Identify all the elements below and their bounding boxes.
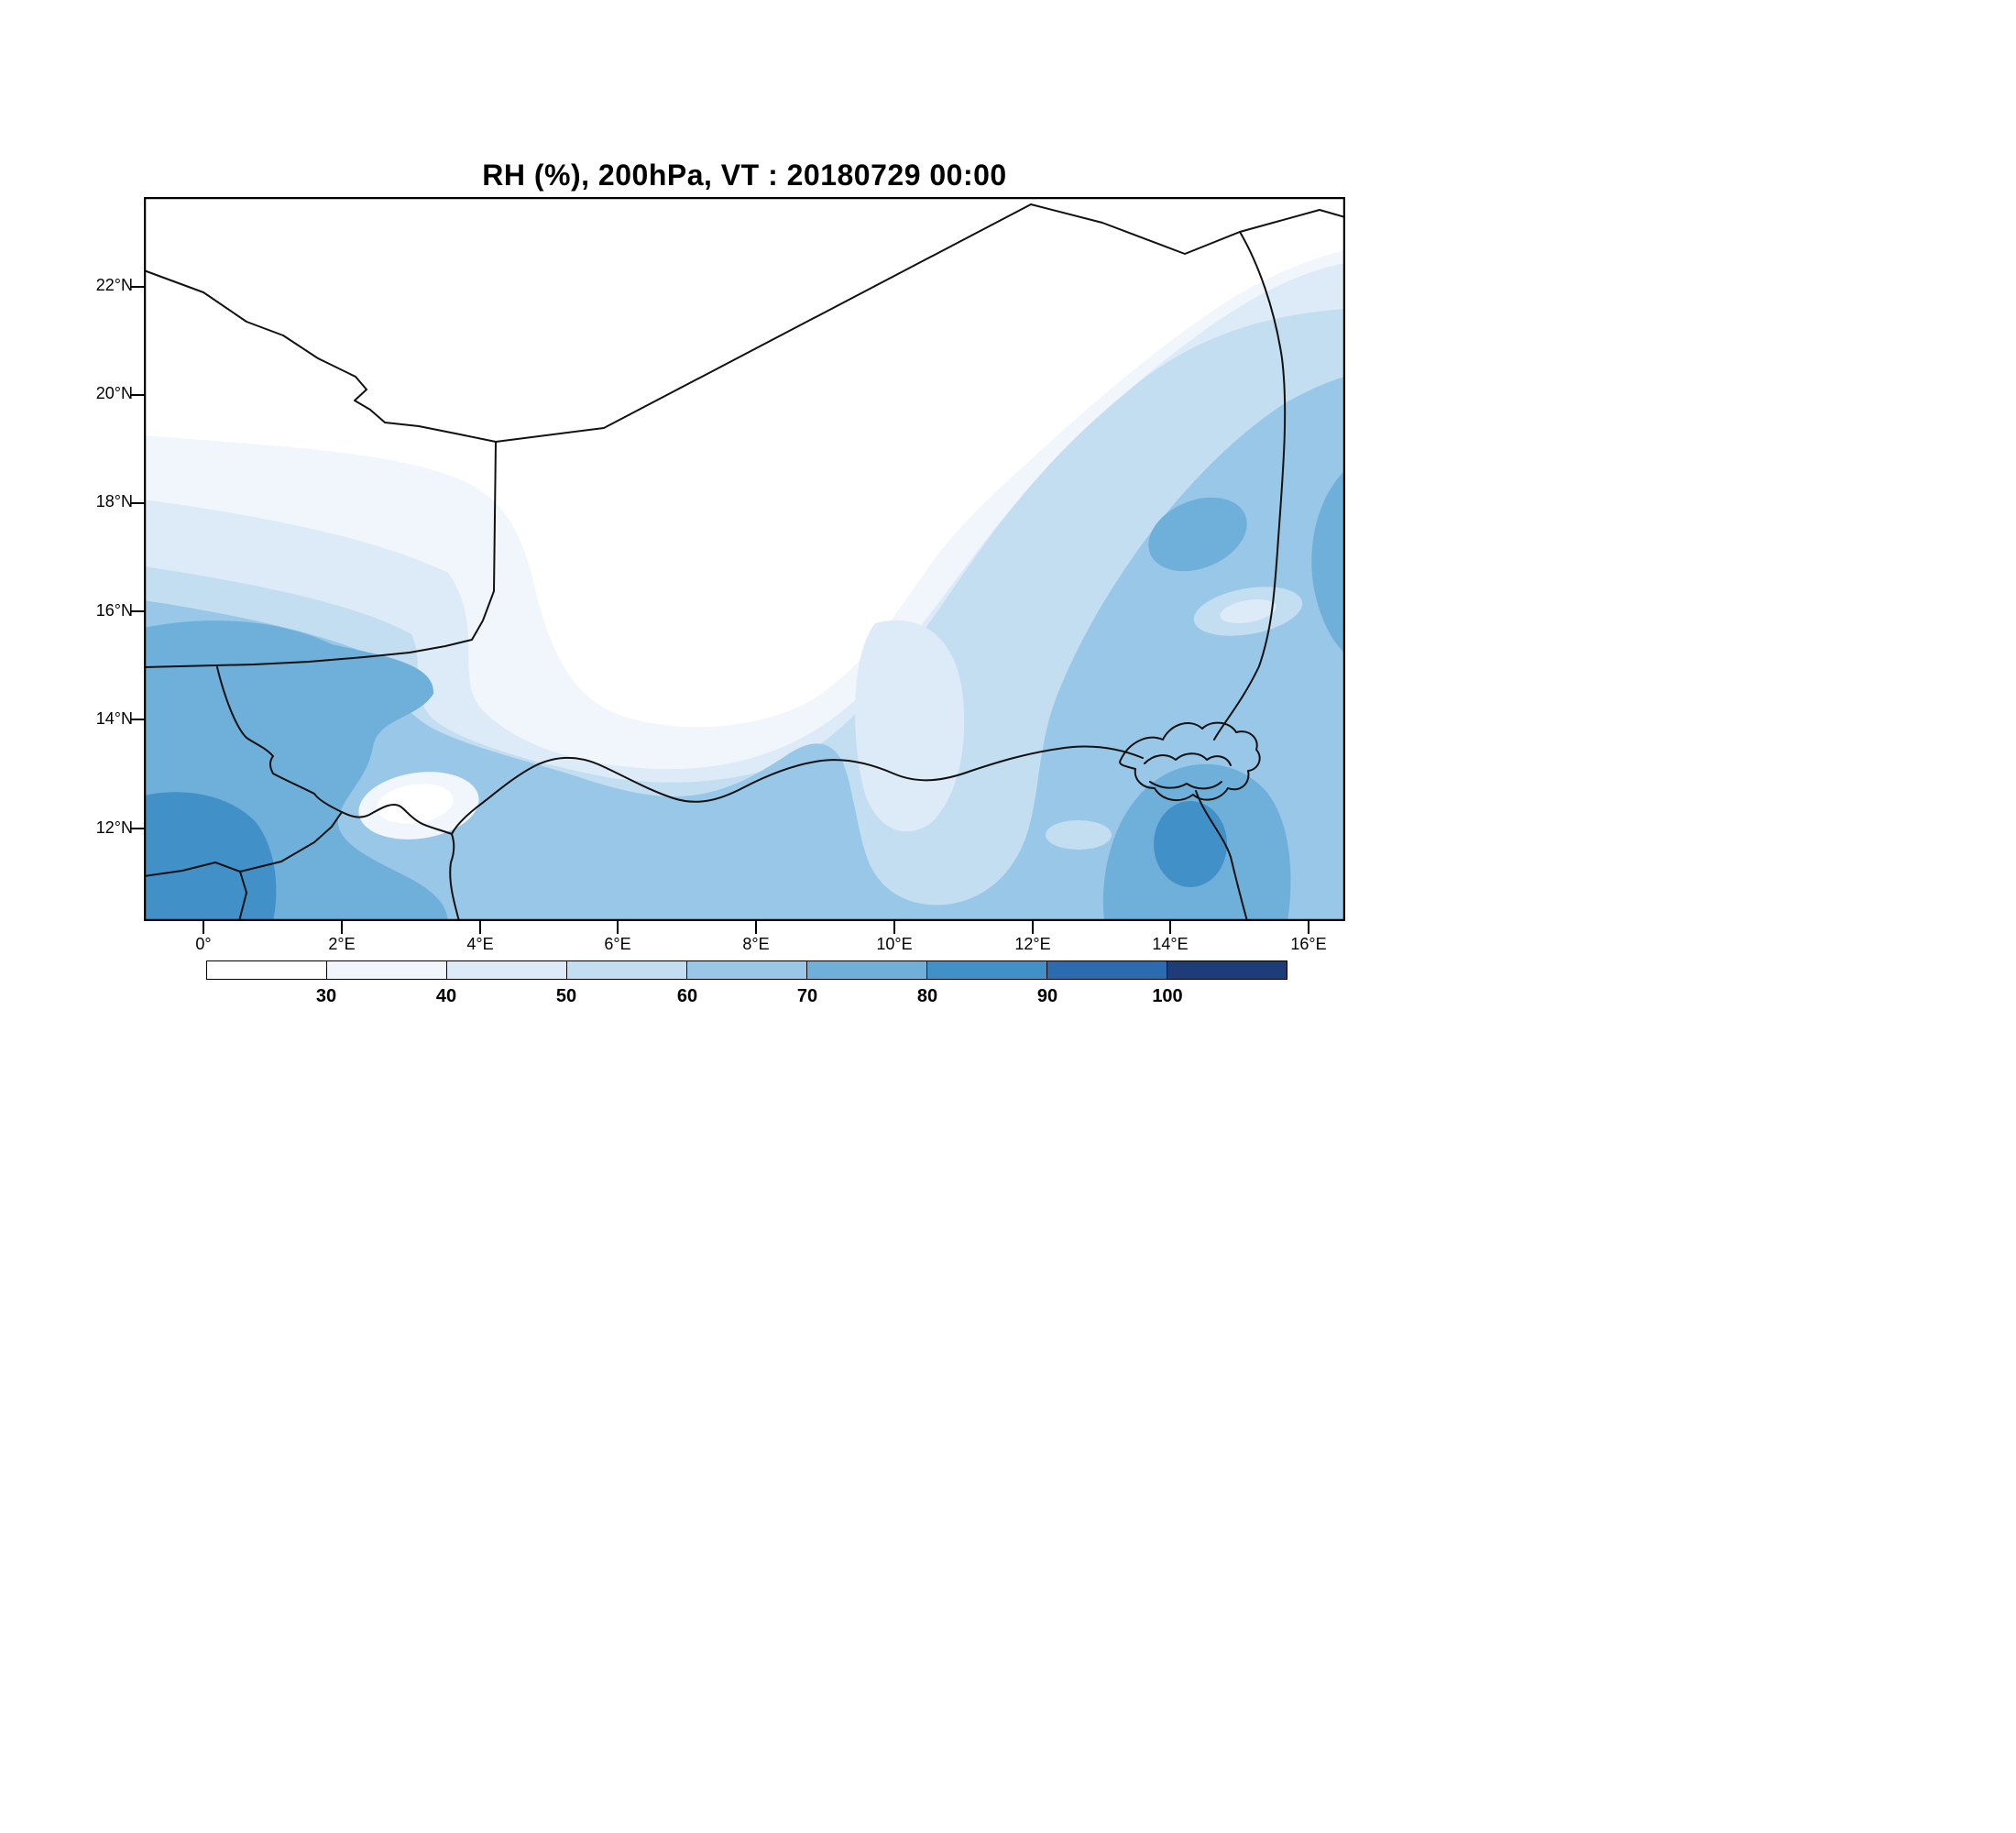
y-tick-14n [130, 719, 144, 720]
colorbar-segment-90-100 [1046, 961, 1167, 979]
colorbar-label: 80 [916, 986, 938, 1006]
y-tick-20n [130, 394, 144, 396]
country-borders [144, 203, 1345, 921]
colorbar-segment-50-60 [566, 961, 686, 979]
border-chad-cameroon [1195, 790, 1248, 921]
y-axis-label: 14°N [95, 709, 133, 728]
rh-field-dry-hole [377, 784, 454, 824]
rh-field-level-80-90-southwest-core [144, 792, 277, 921]
rh-field-dry-under-30 [144, 197, 1345, 728]
border-burkina-benin [239, 811, 343, 873]
colorbar-segment-over-100 [1167, 961, 1287, 979]
border-burkina-togo-ghana [144, 862, 247, 921]
colorbar-label: 60 [676, 986, 698, 1006]
x-tick-16e [1308, 921, 1309, 934]
x-axis-label: 10°E [876, 935, 913, 953]
border-algeria-niger [495, 203, 1032, 443]
border-niger-nigeria [451, 745, 1144, 835]
plot-title: RH (%), 200hPa, VT : 20180729 00:00 [482, 159, 1007, 192]
map-area [144, 197, 1345, 921]
rh-field-level-80-90-southeast-core [1154, 801, 1227, 887]
y-axis-label: 18°N [95, 492, 133, 510]
border-libya-niger [1030, 203, 1241, 255]
colorbar-label: 30 [315, 986, 337, 1006]
x-tick-2e [341, 921, 343, 934]
x-axis-label: 14°E [1152, 935, 1189, 953]
x-tick-14e [1169, 921, 1171, 934]
x-tick-12e [1032, 921, 1034, 934]
rh-field-light-pocket-south [1046, 820, 1112, 850]
colorbar-label: 40 [435, 986, 457, 1006]
rh-field-level-70-80-northeast-spot [1148, 497, 1247, 572]
colorbar-segment-80-90 [926, 961, 1046, 979]
colorbar-label: 90 [1036, 986, 1058, 1006]
lake-chad-inner-shore-south [1149, 781, 1222, 790]
colorbar-segment-40-50 [446, 961, 566, 979]
colorbar-label: 50 [555, 986, 577, 1006]
y-axis-label: 12°N [95, 818, 133, 837]
border-niger-benin-burkina [216, 666, 453, 835]
lake-chad-inner-shore-north [1144, 752, 1232, 766]
colorbar-label: 100 [1152, 986, 1183, 1006]
colorbar-segment-30-40 [326, 961, 446, 979]
x-axis-label: 8°E [742, 935, 770, 953]
y-axis-label: 20°N [95, 384, 133, 402]
border-libya-chad [1239, 209, 1345, 233]
x-tick-6e [617, 921, 619, 934]
border-benin-nigeria [449, 833, 460, 921]
y-tick-12n [130, 828, 144, 829]
x-axis-label: 6°E [604, 935, 631, 953]
border-algeria-mali [144, 269, 497, 443]
map-frame [144, 197, 1345, 921]
colorbar-segment-under-30 [207, 961, 326, 979]
x-tick-4e [479, 921, 481, 934]
x-axis-label: 4°E [466, 935, 494, 953]
lake-chad-outline [1119, 721, 1261, 802]
x-tick-0e [203, 921, 204, 934]
x-tick-8e [755, 921, 757, 934]
y-tick-16n [130, 610, 144, 612]
border-mali-niger [144, 441, 497, 668]
rh-field-light-pocket-east-core [1220, 599, 1276, 623]
x-axis-label: 16°E [1290, 935, 1327, 953]
y-axis-label: 16°N [95, 601, 133, 620]
x-axis-label: 0° [195, 935, 212, 953]
border-niger-chad [1213, 231, 1287, 741]
colorbar-segment-70-80 [806, 961, 926, 979]
x-tick-10e [893, 921, 895, 934]
rh-field-pale-swath [855, 620, 965, 832]
colorbar-label: 70 [796, 986, 818, 1006]
rh-field-level-70-80-east-edge [1311, 470, 1345, 653]
colorbar-segment-60-70 [686, 961, 806, 979]
x-axis-label: 2°E [328, 935, 356, 953]
x-axis-label: 12°E [1014, 935, 1051, 953]
y-tick-18n [130, 502, 144, 504]
map-canvas [144, 197, 1345, 921]
y-axis-label: 22°N [95, 276, 133, 294]
y-tick-22n [130, 286, 144, 288]
colorbar [206, 960, 1287, 980]
